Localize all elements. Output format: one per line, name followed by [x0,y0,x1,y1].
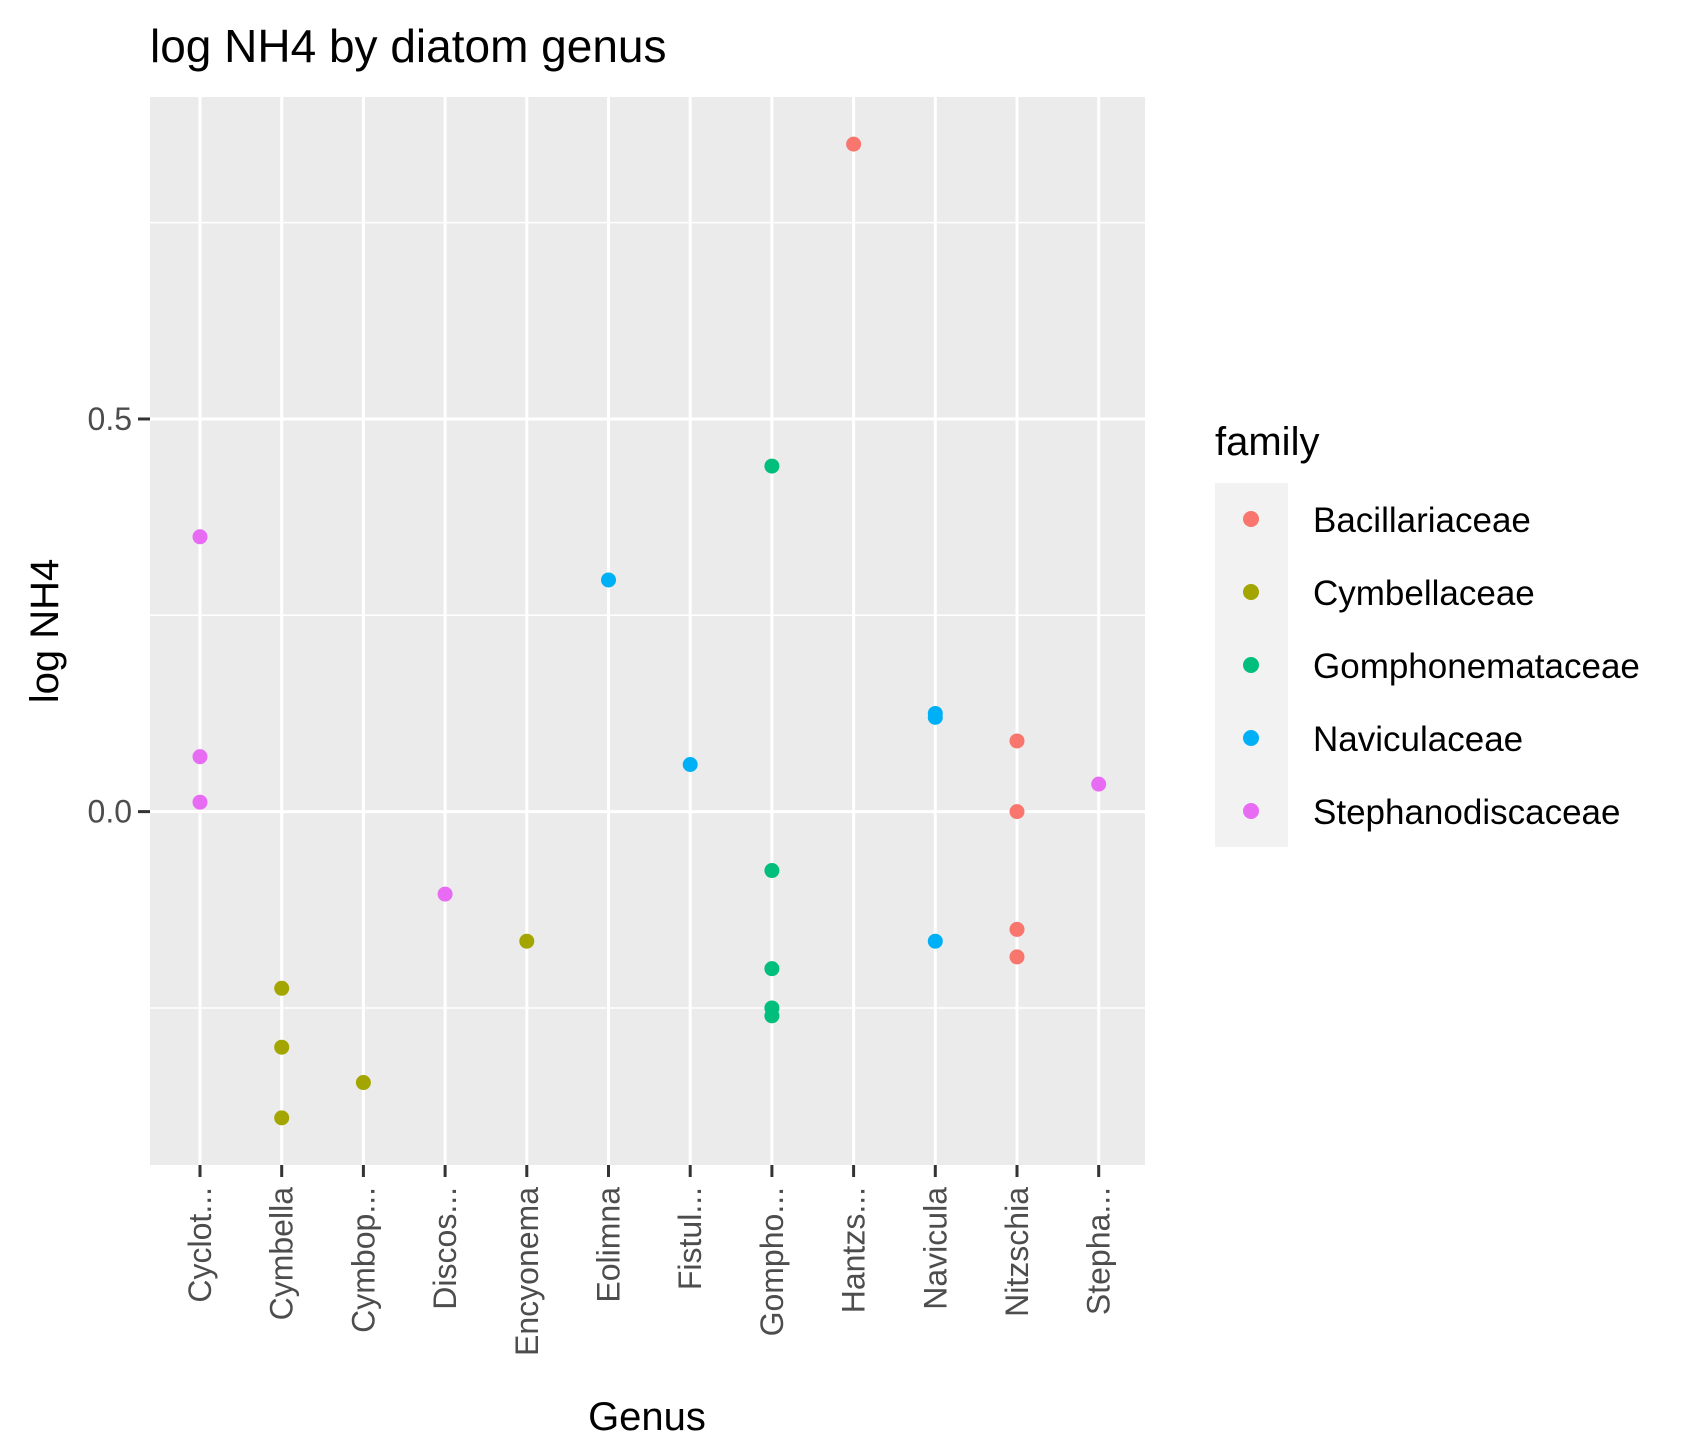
y-axis: 0.0 0.5 [88,401,150,830]
legend-key [1243,584,1259,600]
data-point [1009,804,1025,820]
x-tick-label: Encyonema [509,1187,545,1356]
data-point [274,980,290,996]
x-tick-label: Cymbella [264,1187,300,1321]
x-tick-label: Navicula [917,1187,953,1310]
data-point [1009,921,1025,937]
x-axis-title: Genus [588,1395,706,1439]
data-point [764,1008,780,1024]
legend-title: family [1215,420,1319,464]
x-axis: Cyclot... Cymbella Cymbop... Discos... Encyo… [182,1165,1117,1356]
legend-label: Stephanodiscaceae [1313,793,1620,832]
data-point [519,933,535,949]
x-tick-label: Discos... [427,1187,463,1310]
y-tick-label: 0.0 [88,794,132,830]
data-point [355,1075,371,1091]
y-tick-label: 0.5 [88,401,132,437]
legend-key [1243,511,1259,527]
data-points [192,136,1107,1126]
x-tick-label: Hantzs... [836,1187,872,1313]
data-point [601,572,616,588]
x-tick-label: Cymbop... [345,1187,381,1333]
y-axis-title: log NH4 [23,559,67,704]
data-point [192,749,208,765]
data-point [764,458,780,474]
data-point [682,757,698,772]
data-point [764,961,780,977]
data-point [192,529,208,545]
legend: family Bacillariaceae Cymbellaceae Gomphon… [1215,420,1640,847]
chart-title: log NH4 by diatom genus [150,20,667,72]
data-point [274,1039,290,1055]
data-point [192,794,208,810]
data-point [927,933,943,949]
x-tick-label: Stepha... [1081,1187,1117,1315]
legend-key [1243,657,1259,673]
x-tick-label: Nitzschia [999,1187,1035,1317]
data-point [274,1110,290,1126]
data-point [1009,949,1025,965]
grid-lines [150,97,1145,1165]
data-point [1009,733,1025,749]
data-point [927,709,943,725]
x-tick-label: Eolimna [591,1187,627,1303]
data-point [437,886,453,902]
legend-key [1243,803,1259,819]
legend-label: Cymbellaceae [1313,574,1535,613]
legend-label: Bacillariaceae [1313,501,1531,540]
data-point [764,863,780,879]
plot-panel [150,97,1145,1165]
legend-label: Naviculaceae [1313,720,1523,759]
legend-label: Gomphonemataceae [1313,647,1640,686]
x-tick-label: Cyclot... [182,1187,218,1303]
x-tick-label: Fistul... [672,1187,708,1290]
x-tick-label: Gompho... [754,1187,790,1336]
data-point [846,136,862,152]
data-point [1091,776,1107,792]
legend-key [1243,730,1259,746]
